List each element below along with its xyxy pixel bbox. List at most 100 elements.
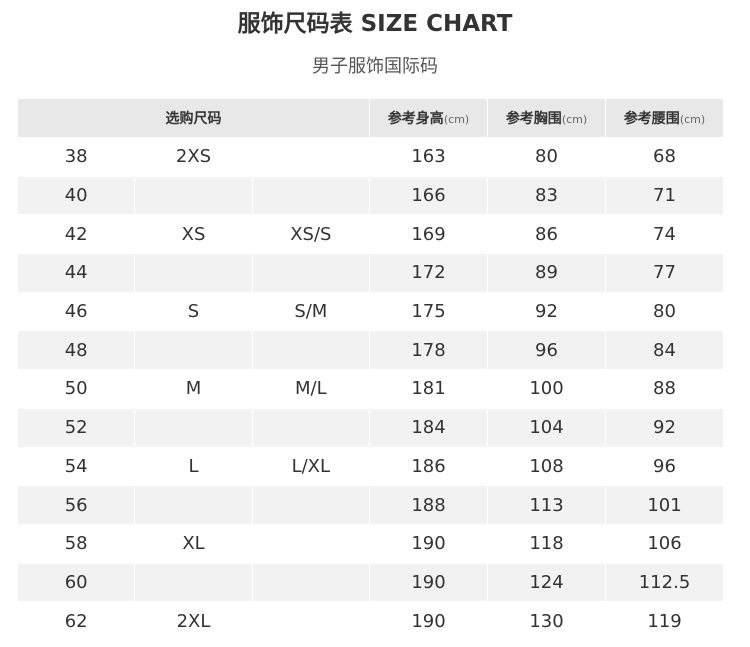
unit: (cm) <box>561 113 588 126</box>
cell-combo-size <box>251 407 371 448</box>
cell-combo-size: XS/S <box>251 214 371 255</box>
cell-waist: 119 <box>605 601 724 641</box>
cell-eu-size: 42 <box>16 214 136 255</box>
table-row: 42 XS XS/S 169 86 74 <box>16 214 724 255</box>
header-height-label: 参考身高 <box>387 111 444 127</box>
page-title: 服饰尺码表 SIZE CHART <box>237 11 513 37</box>
cell-height: 181 <box>369 369 488 409</box>
cell-intl-size: S <box>134 291 253 332</box>
table-row: 54 L L/XL 186 108 96 <box>16 446 724 487</box>
cell-chest: 108 <box>487 446 606 487</box>
header-waist: 参考腰围(cm) <box>605 98 724 138</box>
cell-height: 163 <box>369 137 488 177</box>
cell-combo-size <box>251 330 371 371</box>
cell-combo-size: L/XL <box>251 446 371 487</box>
cell-combo-size: M/L <box>251 369 371 409</box>
table-row: 56 188 113 101 <box>16 485 724 525</box>
cell-eu-size: 52 <box>16 407 136 448</box>
cell-waist: 68 <box>605 137 724 177</box>
table-row: 48 178 96 84 <box>16 330 724 371</box>
cell-chest: 124 <box>487 562 606 603</box>
table-row: 40 166 83 71 <box>16 175 724 216</box>
cell-intl-size: M <box>134 369 253 409</box>
cell-combo-size <box>251 562 371 603</box>
cell-combo-size <box>251 601 371 641</box>
cell-waist: 112.5 <box>605 562 724 603</box>
cell-combo-size: S/M <box>251 291 371 332</box>
cell-chest: 89 <box>487 253 606 293</box>
cell-chest: 83 <box>487 175 606 216</box>
cell-height: 190 <box>369 523 488 564</box>
cell-intl-size: 2XL <box>134 601 253 641</box>
cell-intl-size <box>134 485 253 525</box>
cell-height: 178 <box>369 330 488 371</box>
table-row: 46 S S/M 175 92 80 <box>16 291 724 332</box>
table-row: 62 2XL 190 130 119 <box>16 601 724 641</box>
cell-combo-size <box>251 523 371 564</box>
cell-eu-size: 62 <box>16 601 136 641</box>
cell-chest: 113 <box>487 485 606 525</box>
table-row: 52 184 104 92 <box>16 407 724 448</box>
cell-eu-size: 60 <box>16 562 136 603</box>
cell-intl-size: XS <box>134 214 253 255</box>
cell-intl-size <box>134 562 253 603</box>
cell-waist: 77 <box>605 253 724 293</box>
table-row: 38 2XS 163 80 68 <box>16 137 724 177</box>
header-height: 参考身高(cm) <box>369 98 488 138</box>
cell-combo-size <box>251 485 371 525</box>
cell-chest: 80 <box>487 137 606 177</box>
cell-chest: 130 <box>487 601 606 641</box>
cell-waist: 88 <box>605 369 724 409</box>
header-row: 选购尺码 参考身高(cm) 参考胸围(cm) 参考腰围(cm) <box>17 98 724 138</box>
cell-eu-size: 44 <box>16 253 136 293</box>
cell-intl-size <box>134 330 253 371</box>
cell-height: 166 <box>369 175 488 216</box>
cell-chest: 118 <box>487 523 606 564</box>
unit: (cm) <box>679 113 706 126</box>
cell-waist: 92 <box>605 407 724 448</box>
cell-eu-size: 56 <box>16 485 136 525</box>
cell-height: 184 <box>369 407 488 448</box>
cell-waist: 101 <box>605 485 724 525</box>
cell-intl-size: 2XS <box>134 137 253 177</box>
cell-height: 188 <box>369 485 488 525</box>
cell-eu-size: 48 <box>16 330 136 371</box>
cell-chest: 86 <box>487 214 606 255</box>
cell-waist: 96 <box>605 446 724 487</box>
cell-intl-size: L <box>134 446 253 487</box>
cell-eu-size: 40 <box>16 175 136 216</box>
cell-chest: 100 <box>487 369 606 409</box>
cell-combo-size <box>251 137 371 177</box>
unit: (cm) <box>443 113 470 126</box>
cell-eu-size: 58 <box>16 523 136 564</box>
cell-height: 190 <box>369 562 488 603</box>
cell-waist: 80 <box>605 291 724 332</box>
header-chest: 参考胸围(cm) <box>487 98 606 138</box>
cell-combo-size <box>251 253 371 293</box>
cell-eu-size: 50 <box>16 369 136 409</box>
cell-waist: 84 <box>605 330 724 371</box>
size-chart-table: 选购尺码 参考身高(cm) 参考胸围(cm) 参考腰围(cm) 38 2XS 163… <box>16 98 724 641</box>
cell-height: 169 <box>369 214 488 255</box>
table-row: 44 172 89 77 <box>16 253 724 293</box>
cell-waist: 71 <box>605 175 724 216</box>
table-row: 50 M M/L 181 100 88 <box>16 369 724 409</box>
table-row: 58 XL 190 118 106 <box>16 523 724 564</box>
header-size: 选购尺码 <box>17 98 370 138</box>
cell-chest: 104 <box>487 407 606 448</box>
cell-height: 175 <box>369 291 488 332</box>
cell-intl-size <box>134 175 253 216</box>
cell-eu-size: 46 <box>16 291 136 332</box>
cell-combo-size <box>251 175 371 216</box>
cell-eu-size: 54 <box>16 446 136 487</box>
cell-height: 186 <box>369 446 488 487</box>
cell-eu-size: 38 <box>16 137 136 177</box>
table-row: 60 190 124 112.5 <box>16 562 724 603</box>
cell-intl-size <box>134 253 253 293</box>
cell-chest: 92 <box>487 291 606 332</box>
header-waist-label: 参考腰围 <box>623 111 680 127</box>
page-subtitle: 男子服饰国际码 <box>312 56 438 77</box>
cell-height: 172 <box>369 253 488 293</box>
cell-intl-size: XL <box>134 523 253 564</box>
cell-intl-size <box>134 407 253 448</box>
